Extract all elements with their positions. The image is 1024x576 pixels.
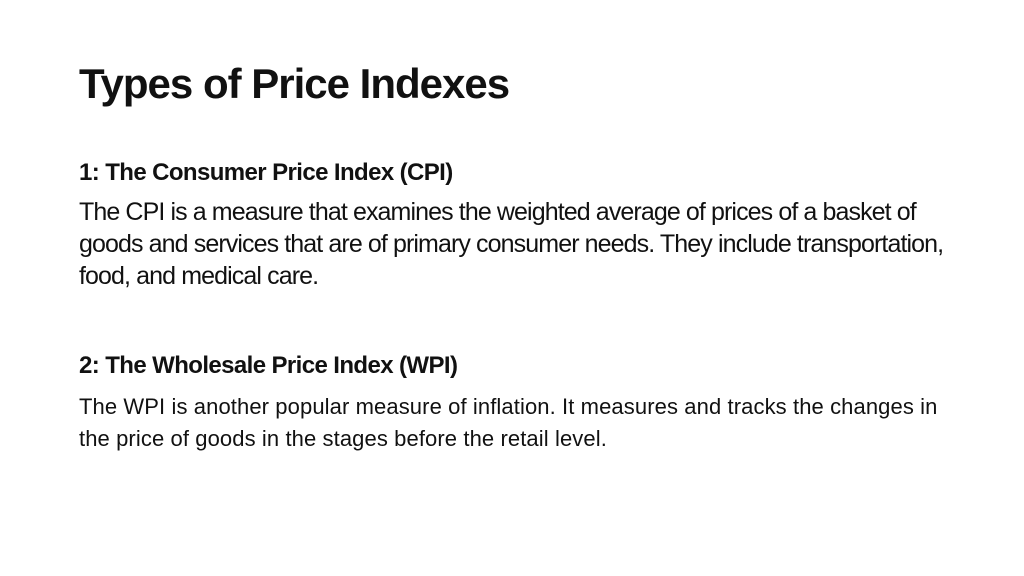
- section-heading-cpi: 1: The Consumer Price Index (CPI): [79, 159, 453, 186]
- section-heading-wpi: 2: The Wholesale Price Index (WPI): [79, 352, 458, 379]
- section-body-cpi: The CPI is a measure that examines the w…: [79, 198, 944, 290]
- section-wpi: 2: The Wholesale Price Index (WPI) The W…: [79, 349, 959, 455]
- section-body-wpi: The WPI is another popular measure of in…: [79, 394, 938, 451]
- slide-title: Types of Price Indexes: [79, 60, 510, 107]
- section-cpi: 1: The Consumer Price Index (CPI) The CP…: [79, 156, 959, 292]
